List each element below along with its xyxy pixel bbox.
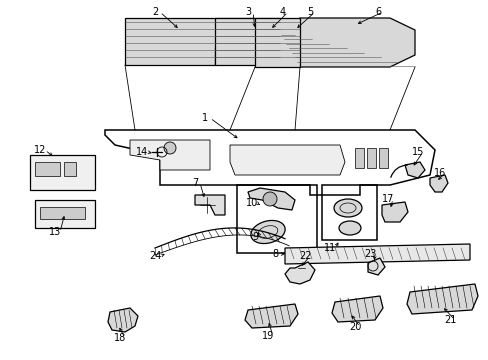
Bar bbox=[366, 148, 375, 168]
Text: 20: 20 bbox=[348, 322, 361, 332]
Polygon shape bbox=[195, 195, 224, 215]
Text: 8: 8 bbox=[271, 249, 278, 259]
Polygon shape bbox=[285, 262, 314, 284]
Text: 18: 18 bbox=[114, 333, 126, 343]
Text: 21: 21 bbox=[443, 315, 455, 325]
Text: 12: 12 bbox=[34, 145, 46, 155]
Bar bbox=[321, 185, 376, 240]
Polygon shape bbox=[274, 18, 414, 67]
Text: 17: 17 bbox=[381, 194, 393, 204]
Polygon shape bbox=[367, 258, 384, 275]
Polygon shape bbox=[254, 18, 299, 67]
Text: 13: 13 bbox=[49, 227, 61, 237]
Text: 19: 19 bbox=[262, 331, 274, 341]
Circle shape bbox=[263, 192, 276, 206]
Text: 14: 14 bbox=[136, 147, 148, 157]
Text: 24: 24 bbox=[148, 251, 161, 261]
Polygon shape bbox=[247, 188, 294, 210]
Bar bbox=[30, 155, 95, 190]
Bar bbox=[64, 162, 76, 176]
Text: 9: 9 bbox=[251, 232, 258, 242]
Text: 10: 10 bbox=[245, 198, 258, 208]
Ellipse shape bbox=[250, 220, 285, 244]
Polygon shape bbox=[404, 162, 424, 178]
Text: 7: 7 bbox=[191, 178, 198, 188]
Polygon shape bbox=[229, 145, 345, 175]
Bar bbox=[40, 207, 85, 219]
Bar bbox=[35, 200, 95, 228]
Text: 22: 22 bbox=[298, 251, 311, 261]
Polygon shape bbox=[406, 284, 477, 314]
Text: 4: 4 bbox=[279, 7, 285, 17]
Text: 1: 1 bbox=[202, 113, 207, 123]
Ellipse shape bbox=[333, 199, 361, 217]
Text: 6: 6 bbox=[374, 7, 380, 17]
Polygon shape bbox=[108, 308, 138, 332]
Bar bbox=[237, 185, 316, 253]
Text: 2: 2 bbox=[152, 7, 158, 17]
Polygon shape bbox=[285, 244, 469, 264]
Circle shape bbox=[163, 142, 176, 154]
Polygon shape bbox=[130, 140, 209, 170]
Text: 16: 16 bbox=[433, 168, 445, 178]
Ellipse shape bbox=[338, 221, 360, 235]
Bar bbox=[354, 148, 363, 168]
Polygon shape bbox=[429, 175, 447, 192]
Bar bbox=[35, 162, 60, 176]
Text: 15: 15 bbox=[411, 147, 423, 157]
Polygon shape bbox=[125, 18, 254, 65]
Polygon shape bbox=[215, 18, 280, 65]
Polygon shape bbox=[381, 202, 407, 222]
Polygon shape bbox=[244, 304, 297, 328]
Bar bbox=[378, 148, 387, 168]
Polygon shape bbox=[331, 296, 382, 322]
Text: 11: 11 bbox=[323, 243, 335, 253]
Text: 3: 3 bbox=[244, 7, 250, 17]
Text: 23: 23 bbox=[363, 249, 375, 259]
Text: 5: 5 bbox=[306, 7, 312, 17]
